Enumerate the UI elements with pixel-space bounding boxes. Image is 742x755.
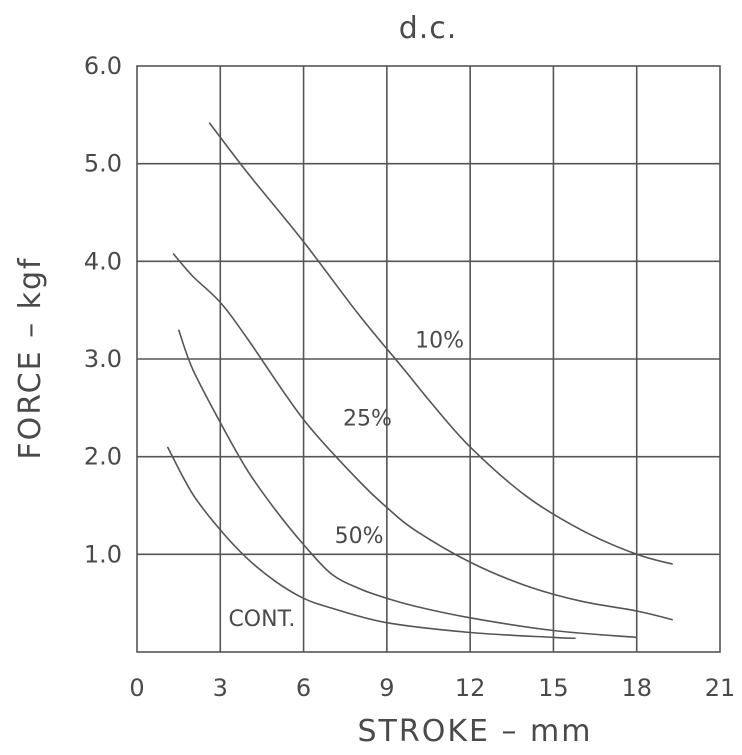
chart-title: d.c. (399, 11, 458, 46)
x-tick-label: 0 (129, 674, 144, 702)
series-line-10 (208, 122, 674, 565)
x-tick-label: 6 (296, 674, 311, 702)
grid (136, 65, 721, 653)
y-tick-label: 1.0 (84, 540, 122, 568)
x-tick-label: 18 (621, 674, 652, 702)
series-label-25: 25% (343, 407, 392, 432)
x-tick-label: 3 (213, 674, 228, 702)
series-line-cont (166, 446, 576, 640)
y-tick-label: 2.0 (84, 443, 122, 471)
series-label-cont: CONT. (228, 607, 295, 632)
series-label-10: 10% (415, 328, 464, 353)
series-labels: 10% 25% 50% CONT. (228, 328, 464, 631)
x-tick-label: 15 (538, 674, 569, 702)
tick-labels: 0 3 6 9 12 15 18 21 1.0 2.0 3.0 4.0 5.0 6.0 (84, 52, 735, 702)
series-label-50: 50% (335, 524, 384, 549)
x-tick-label: 21 (705, 674, 736, 702)
y-tick-label: 6.0 (84, 52, 122, 80)
y-tick-label: 3.0 (84, 345, 122, 373)
x-axis-label: STROKE – mm (358, 714, 593, 749)
x-tick-label: 9 (379, 674, 394, 702)
x-tick-label: 12 (455, 674, 486, 702)
y-tick-label: 5.0 (84, 150, 122, 178)
series-line-25 (172, 252, 673, 621)
series-line-50 (177, 329, 637, 639)
y-tick-label: 4.0 (84, 247, 122, 275)
curves (166, 122, 674, 640)
y-axis-label: FORCE – kgf (13, 256, 48, 459)
